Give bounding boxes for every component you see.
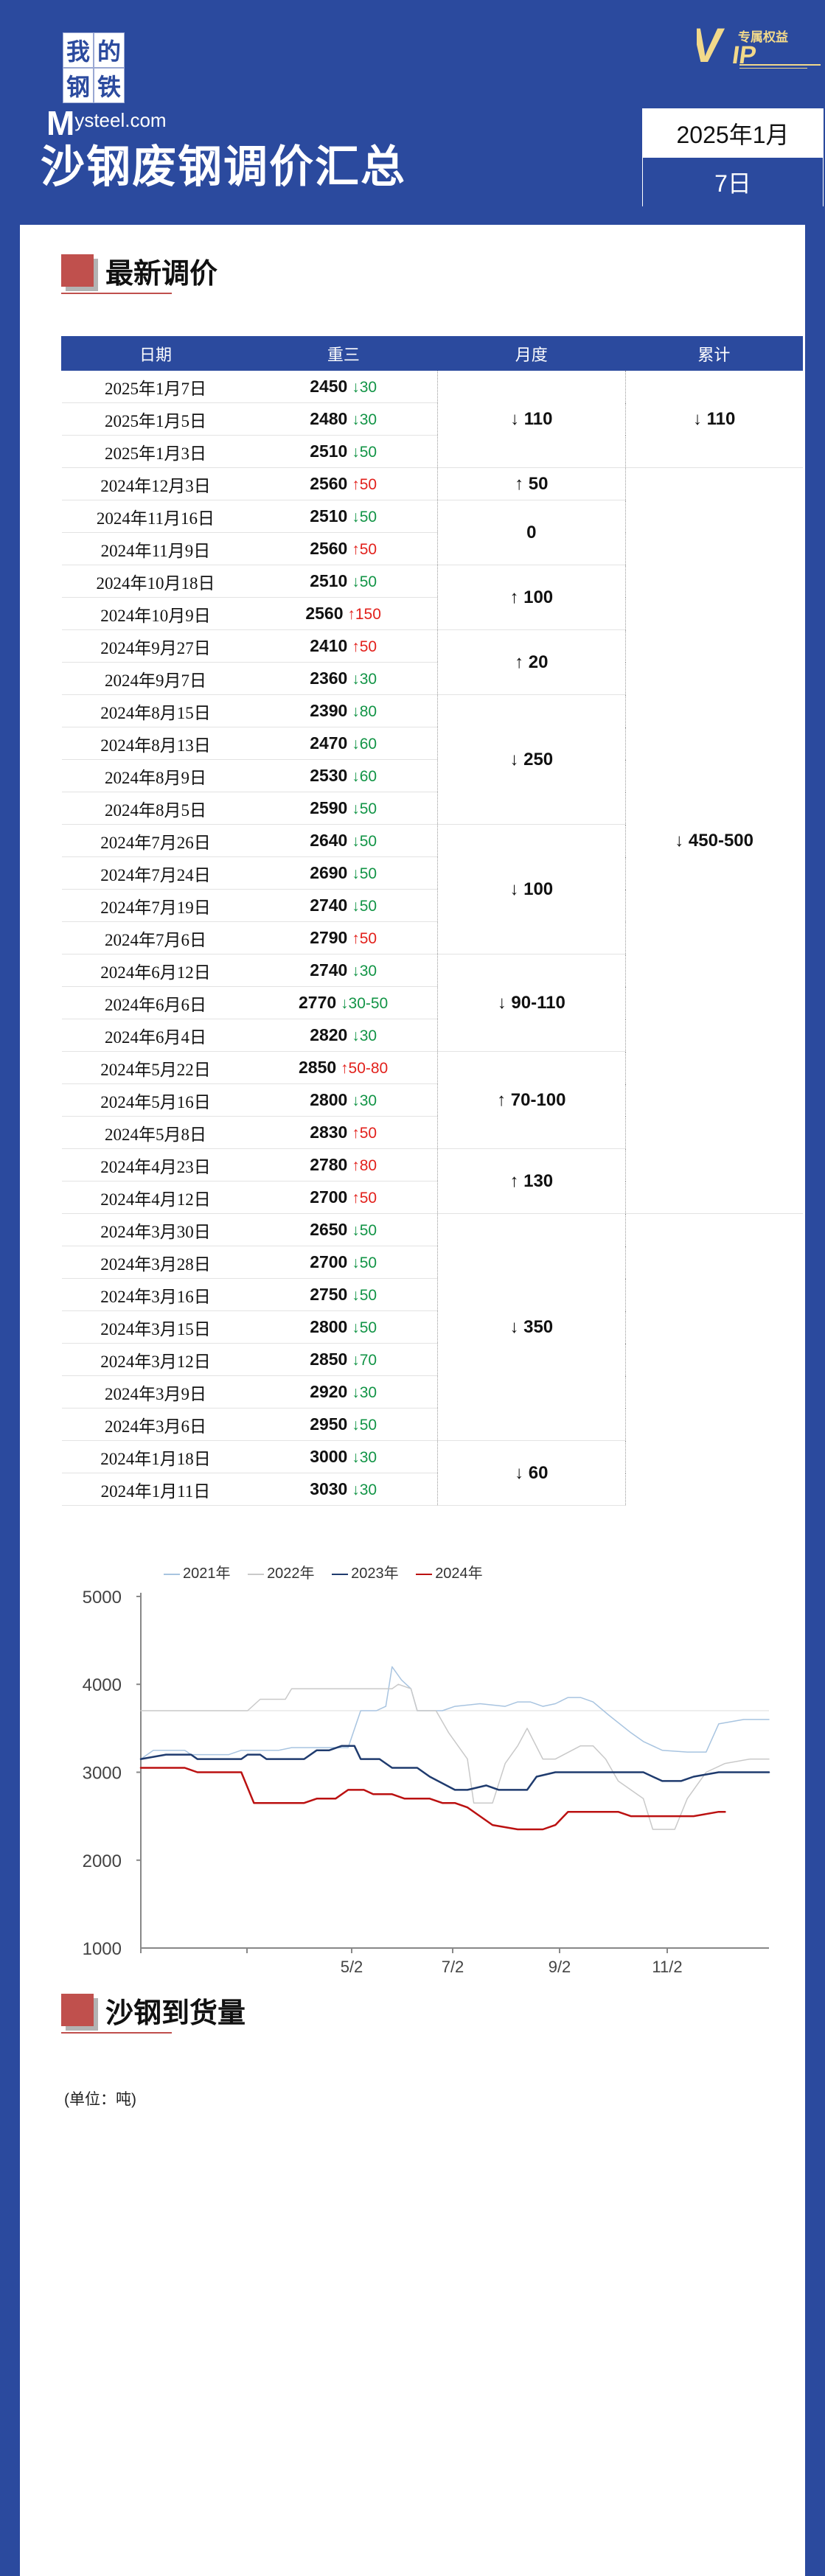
svg-text:3000: 3000 — [83, 1764, 122, 1784]
svg-text:2000: 2000 — [83, 1851, 122, 1871]
svg-text:V: V — [697, 21, 726, 69]
svg-text:5000: 5000 — [83, 1588, 122, 1608]
svg-text:7/2: 7/2 — [442, 1958, 464, 1976]
svg-text:9/2: 9/2 — [549, 1958, 571, 1976]
svg-text:11/2: 11/2 — [652, 1958, 682, 1976]
svg-text:1000: 1000 — [83, 1939, 122, 1959]
svg-text:5/2: 5/2 — [341, 1958, 363, 1976]
svg-text:4000: 4000 — [83, 1675, 122, 1695]
